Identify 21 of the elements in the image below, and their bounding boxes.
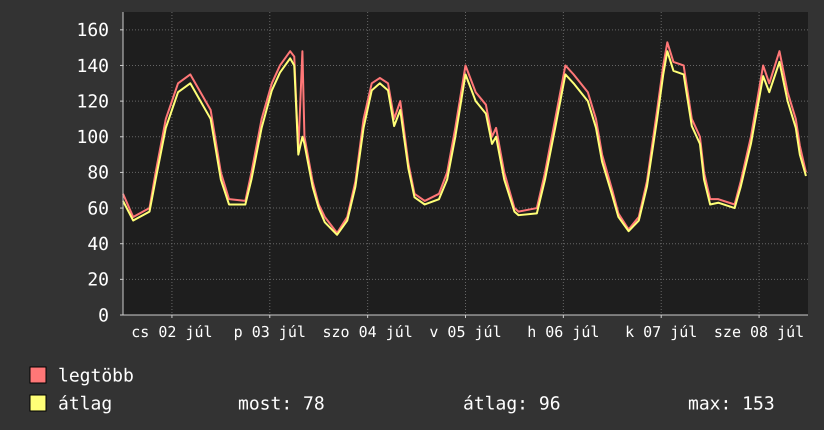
x-tick-label: k 07 júl bbox=[625, 323, 698, 341]
y-tick-label: 60 bbox=[87, 198, 109, 220]
y-tick-label: 160 bbox=[76, 20, 109, 42]
x-tick-label: szo 04 júl bbox=[322, 323, 413, 341]
legend-label: átlag bbox=[58, 393, 112, 414]
y-tick-label: 140 bbox=[76, 56, 109, 77]
y-tick-label: 100 bbox=[76, 127, 109, 148]
x-tick-label: sze 08 júl bbox=[714, 323, 804, 341]
x-tick-label: p 03 júl bbox=[234, 323, 306, 341]
y-tick-label: 120 bbox=[76, 91, 109, 112]
y-tick-label: 80 bbox=[87, 162, 109, 184]
y-tick-label: 40 bbox=[87, 234, 109, 256]
text: átlag: 96 bbox=[463, 393, 561, 414]
y-tick-label: 0 bbox=[98, 305, 109, 326]
x-tick-label: cs 02 júl bbox=[131, 323, 213, 341]
text: most: 78 bbox=[238, 393, 325, 414]
x-tick-label: v 05 júl bbox=[429, 323, 502, 341]
x-tick-label: h 06 júl bbox=[527, 323, 600, 341]
y-tick-label: 20 bbox=[87, 270, 109, 291]
legend-label: legtöbb bbox=[58, 365, 134, 386]
text: max: 153 bbox=[688, 393, 775, 414]
